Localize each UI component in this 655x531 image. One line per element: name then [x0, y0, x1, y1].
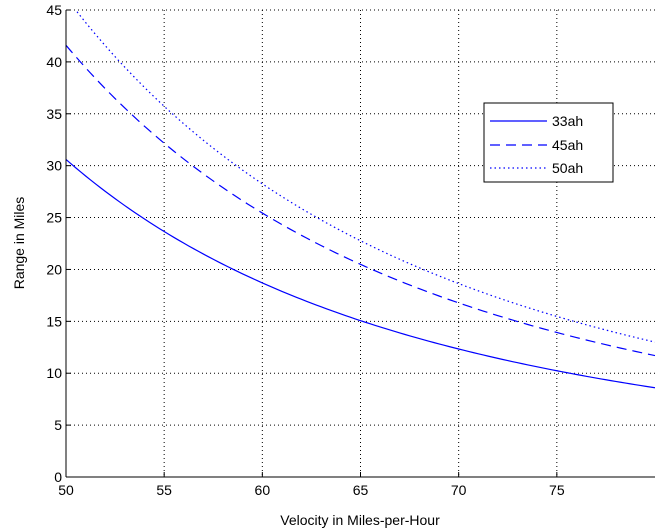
legend-label-50ah: 50ah	[552, 160, 583, 176]
series-line-45ah	[66, 44, 655, 357]
legend-box	[483, 102, 614, 183]
x-axis-label: Velocity in Miles-per-Hour	[280, 512, 440, 528]
y-tick-label: 35	[46, 106, 62, 122]
legend: 33ah 45ah 50ah	[483, 102, 614, 183]
y-tick-label: 20	[46, 261, 62, 277]
x-tick-label: 70	[451, 482, 467, 498]
plot-area	[66, 10, 655, 477]
x-tick-label: 75	[549, 482, 565, 498]
y-tick-label: 5	[54, 417, 62, 433]
y-tick-label: 15	[46, 313, 62, 329]
y-axis-label: Range in Miles	[11, 197, 27, 290]
x-tick-label: 60	[255, 482, 271, 498]
series-line-33ah	[66, 158, 655, 389]
x-tick-label: 50	[58, 482, 74, 498]
legend-label-33ah: 33ah	[552, 113, 583, 129]
y-tick-label: 0	[54, 469, 62, 485]
axis-ticks: 50 55 60 65 70 75 0 5 10 15 20 25 30 35 40 45	[46, 2, 564, 498]
y-tick-label: 45	[46, 2, 62, 18]
y-tick-label: 30	[46, 158, 62, 174]
y-tick-label: 10	[46, 365, 62, 381]
legend-label-45ah: 45ah	[552, 137, 583, 153]
x-tick-label: 65	[353, 482, 369, 498]
y-tick-label: 25	[46, 210, 62, 226]
y-tick-label: 40	[46, 54, 62, 70]
x-tick-label: 55	[156, 482, 172, 498]
series-lines	[66, 10, 655, 389]
